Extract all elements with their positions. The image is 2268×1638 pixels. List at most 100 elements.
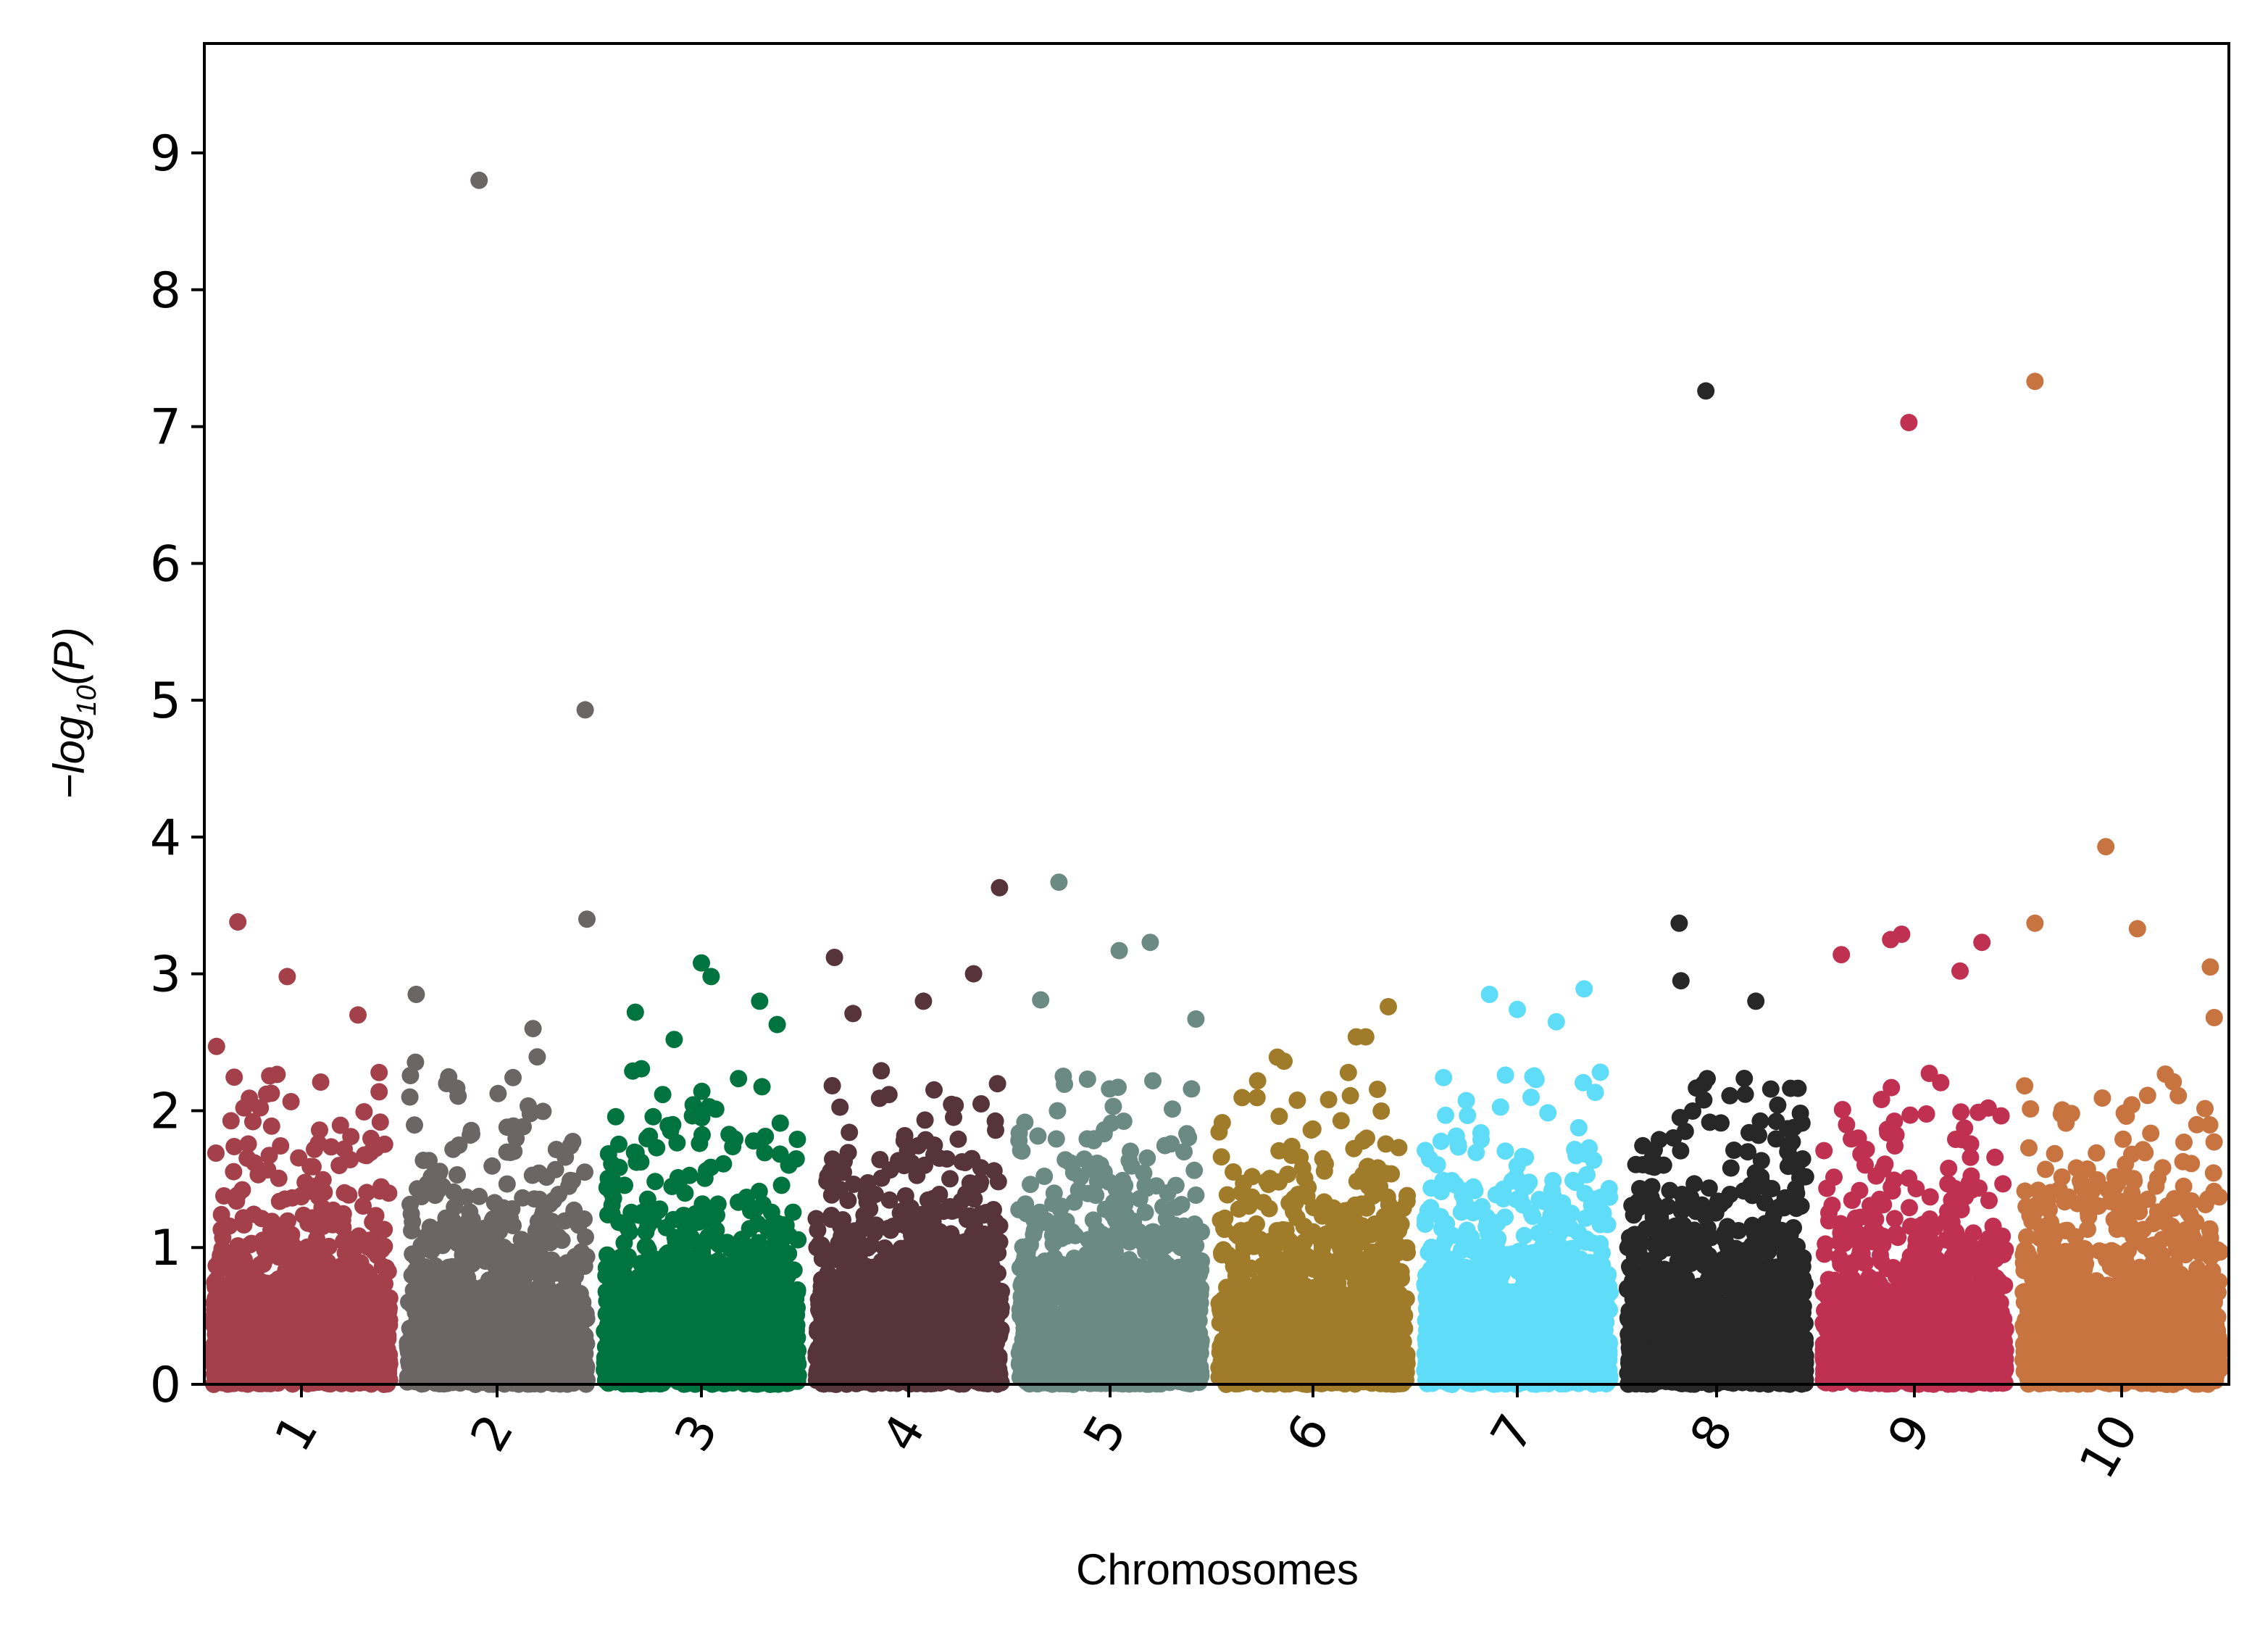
snp-point	[475, 1321, 492, 1339]
snp-point	[377, 1355, 394, 1373]
snp-point	[276, 1190, 294, 1208]
snp-point	[358, 1184, 376, 1202]
snp-point	[559, 1367, 577, 1385]
snp-point	[312, 1313, 330, 1331]
snp-point	[312, 1073, 330, 1091]
snp-point	[497, 1247, 515, 1265]
snp-point	[649, 1257, 667, 1275]
snp-point	[270, 1248, 288, 1266]
snp-point	[225, 1068, 243, 1086]
snp-point	[444, 1140, 462, 1158]
chromosome-4-points	[807, 878, 1010, 1393]
snp-point	[355, 1103, 373, 1121]
snp-point	[972, 1095, 990, 1113]
snp-point	[356, 1146, 373, 1164]
snp-point	[988, 1075, 1006, 1093]
snp-point	[509, 1286, 527, 1305]
snp-point	[714, 1155, 733, 1173]
snp-point	[530, 1223, 548, 1241]
snp-point	[504, 1068, 522, 1086]
snp-point	[748, 1295, 765, 1313]
snp-point	[406, 1116, 423, 1134]
snp-point	[375, 1323, 393, 1341]
snp-point	[633, 1060, 651, 1078]
snp-point	[330, 1157, 349, 1174]
snp-point	[654, 1086, 672, 1104]
top-hit-point	[578, 910, 596, 928]
snp-point	[449, 1166, 466, 1184]
snp-point	[225, 1138, 243, 1155]
snp-point	[925, 1081, 943, 1099]
snp-point	[207, 1144, 225, 1162]
snp-point	[730, 1193, 747, 1211]
snp-point	[696, 1169, 714, 1187]
snp-point	[284, 1260, 302, 1279]
snp-point	[616, 1318, 634, 1336]
snp-point	[742, 1279, 760, 1297]
snp-point	[768, 1236, 785, 1253]
top-hit-point	[626, 1003, 644, 1021]
snp-point	[683, 1330, 701, 1348]
snp-point	[213, 1240, 231, 1258]
snp-point	[787, 1150, 805, 1168]
snp-point	[564, 1252, 583, 1269]
snp-point	[347, 1312, 365, 1330]
snp-point	[496, 1215, 514, 1234]
snp-point	[823, 1077, 841, 1094]
snp-point	[378, 1259, 395, 1277]
snp-point	[424, 1352, 442, 1370]
snp-point	[207, 1326, 225, 1344]
top-hit-point	[470, 171, 488, 189]
snp-point	[679, 1251, 697, 1269]
snp-point	[699, 1228, 717, 1246]
snp-point	[314, 1171, 332, 1189]
snp-point	[534, 1353, 552, 1371]
snp-point	[414, 1281, 432, 1300]
snp-point	[244, 1113, 262, 1131]
snp-point	[599, 1328, 617, 1346]
snp-point	[370, 1083, 388, 1101]
snp-point	[461, 1203, 479, 1221]
top-hit-point	[407, 986, 425, 1003]
snp-point	[632, 1153, 650, 1171]
snp-point	[691, 1134, 709, 1152]
snp-point	[262, 1084, 280, 1102]
snp-point	[321, 1263, 339, 1281]
snp-point	[206, 1301, 223, 1319]
snp-point	[724, 1138, 742, 1155]
snp-point	[446, 1198, 464, 1216]
snp-point	[871, 1151, 889, 1168]
snp-point	[311, 1121, 328, 1139]
snp-point	[212, 1221, 230, 1239]
snp-point	[310, 1348, 328, 1365]
snp-point	[699, 1279, 717, 1297]
snp-point	[762, 1203, 780, 1221]
top-hit-point	[702, 968, 720, 986]
snp-point	[530, 1164, 548, 1182]
snp-point	[841, 1123, 859, 1142]
snp-point	[375, 1135, 393, 1153]
snp-point	[784, 1334, 802, 1352]
snp-point	[225, 1189, 243, 1207]
snp-point	[306, 1217, 323, 1234]
snp-point	[322, 1138, 340, 1156]
snp-point	[243, 1339, 261, 1357]
snp-point	[483, 1157, 501, 1175]
snp-point	[663, 1178, 681, 1195]
snp-point	[235, 1216, 253, 1234]
snp-point	[407, 1364, 425, 1382]
snp-point	[414, 1152, 433, 1169]
snp-point	[734, 1372, 752, 1389]
snp-point	[634, 1298, 652, 1316]
snp-point	[456, 1239, 475, 1257]
snp-point	[514, 1316, 532, 1334]
snp-point	[788, 1316, 806, 1334]
snp-point	[287, 1317, 305, 1335]
snp-point	[354, 1197, 372, 1215]
top-hit-point	[207, 1037, 225, 1055]
snp-point	[488, 1356, 506, 1374]
snp-point	[512, 1372, 529, 1390]
snp-point	[772, 1176, 791, 1194]
snp-point	[367, 1207, 385, 1225]
snp-point	[774, 1291, 792, 1309]
